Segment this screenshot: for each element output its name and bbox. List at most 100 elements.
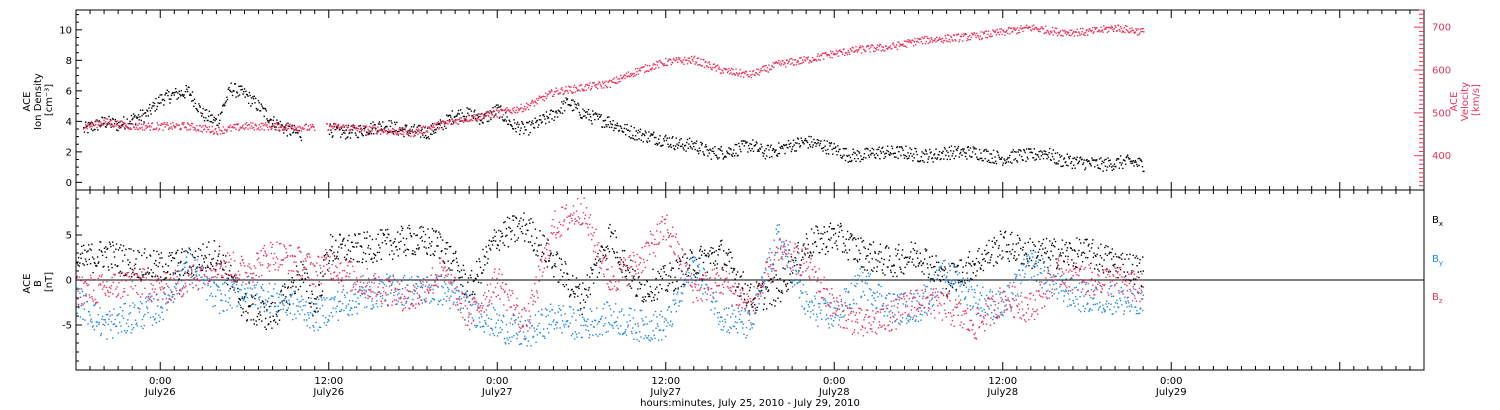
velocity-series-point bbox=[549, 91, 552, 93]
velocity-series-point bbox=[717, 64, 719, 66]
density-series-point bbox=[854, 152, 856, 154]
velocity-series-point bbox=[563, 91, 566, 93]
velocity-series-point bbox=[921, 36, 923, 38]
density-series-point bbox=[1098, 158, 1101, 160]
field-bx-series-point bbox=[1080, 242, 1082, 244]
field-bx-series-point bbox=[997, 247, 1000, 249]
velocity-series-point bbox=[719, 68, 721, 70]
velocity-series-point bbox=[711, 69, 713, 71]
density-series-point bbox=[1054, 162, 1056, 164]
velocity-series-point bbox=[705, 65, 708, 67]
field-by-series-point bbox=[92, 325, 94, 327]
density-series-point bbox=[759, 147, 761, 149]
velocity-series-point bbox=[417, 133, 419, 136]
density-series-point bbox=[601, 126, 604, 128]
density-series-point bbox=[606, 116, 609, 119]
density-series-point bbox=[841, 157, 843, 159]
field-bx-series-point bbox=[556, 253, 559, 255]
velocity-series-point bbox=[770, 68, 772, 71]
field-bx-series-point bbox=[343, 237, 345, 240]
density-series-point bbox=[749, 143, 751, 145]
field-bx-series-point bbox=[463, 269, 465, 271]
velocity-series-point bbox=[1000, 28, 1002, 30]
field-bx-series-point bbox=[549, 255, 551, 257]
density-series-point bbox=[843, 154, 845, 156]
velocity-series-point bbox=[108, 122, 110, 125]
velocity-series-point bbox=[222, 132, 224, 135]
velocity-series-point bbox=[313, 126, 315, 129]
field-by-series-point bbox=[146, 307, 149, 310]
velocity-series-point bbox=[906, 41, 908, 43]
density-series-point bbox=[825, 152, 828, 155]
density-series-point bbox=[1046, 158, 1048, 160]
field-bx-series-point bbox=[641, 300, 643, 302]
velocity-series-point bbox=[950, 36, 953, 39]
field-by-series-point bbox=[208, 277, 211, 280]
density-series-point bbox=[168, 98, 171, 100]
field-bx-series-point bbox=[188, 247, 190, 249]
density-series-point bbox=[480, 120, 482, 122]
velocity-series-point bbox=[83, 128, 85, 130]
field-bx-series-point bbox=[686, 257, 688, 259]
field-by-series-point bbox=[104, 319, 106, 321]
velocity-series-point bbox=[1101, 29, 1104, 31]
field-by-series-point bbox=[136, 322, 138, 324]
density-series-point bbox=[674, 148, 676, 151]
density-series-point bbox=[508, 119, 510, 121]
field-bx-series-point bbox=[1104, 253, 1107, 255]
field-bx-series-point bbox=[1027, 241, 1029, 244]
density-series-point bbox=[898, 151, 900, 153]
velocity-series-point bbox=[211, 125, 213, 128]
density-series-point bbox=[200, 112, 202, 114]
velocity-series-point bbox=[534, 100, 536, 102]
field-bx-series-point bbox=[805, 248, 807, 250]
field-bx-series-point bbox=[541, 255, 543, 258]
velocity-series-point bbox=[535, 102, 537, 104]
density-series-point bbox=[250, 97, 253, 99]
density-series-point bbox=[223, 103, 225, 105]
field-by-series-point bbox=[91, 326, 94, 328]
field-by-series-point bbox=[170, 299, 173, 302]
density-series-point bbox=[818, 144, 821, 147]
velocity-series-point bbox=[564, 90, 567, 92]
density-series-point bbox=[925, 150, 927, 153]
velocity-series-point bbox=[790, 63, 792, 65]
field-bx-series-point bbox=[804, 254, 806, 256]
density-series-point bbox=[585, 117, 588, 119]
velocity-series-point bbox=[795, 63, 797, 66]
density-series-point bbox=[816, 143, 818, 145]
field-bx-series-point bbox=[1028, 257, 1031, 260]
density-series-point bbox=[827, 148, 829, 151]
density-series-point bbox=[1035, 158, 1038, 160]
density-series-point bbox=[380, 125, 383, 127]
density-series-point bbox=[1026, 156, 1028, 158]
field-bx-series-point bbox=[857, 237, 859, 240]
field-bx-series-point bbox=[422, 230, 425, 233]
velocity-series-point bbox=[632, 73, 634, 76]
density-series-point bbox=[904, 154, 906, 157]
velocity-series-point bbox=[734, 74, 736, 76]
velocity-series-point bbox=[952, 40, 954, 42]
field-bx-series-point bbox=[112, 241, 114, 243]
field-bx-series-point bbox=[922, 263, 924, 265]
field-bx-series-point bbox=[843, 242, 845, 245]
velocity-series-point bbox=[980, 31, 982, 33]
density-series-point bbox=[582, 108, 584, 110]
density-series-point bbox=[395, 129, 397, 132]
field-bx-series-point bbox=[999, 230, 1002, 232]
field-by-series-point bbox=[180, 280, 183, 282]
field-by-series-point bbox=[152, 316, 154, 318]
field-by-series-point bbox=[112, 337, 114, 339]
field-by-series-point bbox=[155, 313, 157, 315]
velocity-series-point bbox=[204, 124, 206, 126]
density-series-point bbox=[1060, 165, 1062, 168]
field-bx-series-point bbox=[131, 268, 133, 271]
density-series-point bbox=[644, 130, 647, 132]
field-bx-series-point bbox=[859, 252, 861, 255]
velocity-series-point bbox=[1091, 29, 1093, 32]
field-bx-series-point bbox=[838, 231, 841, 233]
field-bx-series-point bbox=[555, 265, 557, 268]
field-bx-series-point bbox=[1050, 250, 1052, 252]
field-bx-series-point bbox=[682, 256, 684, 258]
